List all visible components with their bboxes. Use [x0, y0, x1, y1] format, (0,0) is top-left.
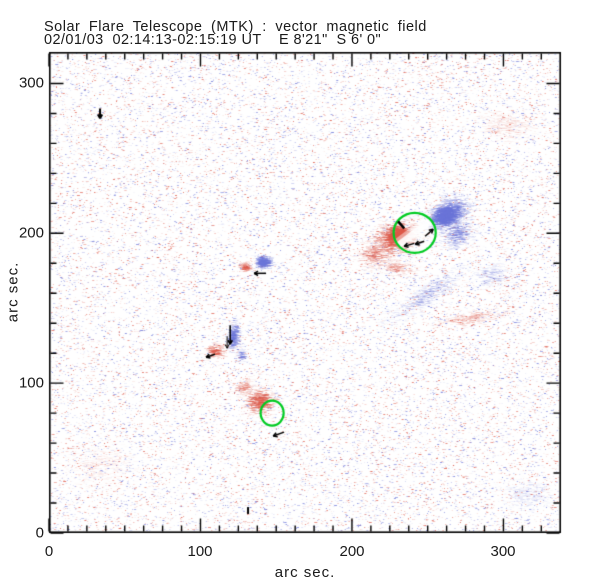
x-axis-title: arc sec. — [274, 564, 336, 581]
x-tick-label-300: 300 — [490, 543, 516, 560]
y-tick-label-0: 0 — [35, 524, 44, 542]
y-tick-label-300: 300 — [18, 74, 44, 92]
y-tick-label-200: 200 — [18, 224, 44, 242]
plot-subtitle: 02/01/03 02:14:13-02:15:19 UT E 8'21" S … — [44, 32, 382, 48]
x-tick-label-0: 0 — [44, 543, 54, 560]
y-tick-label-100: 100 — [18, 374, 44, 392]
plot-title: Solar Flare Telescope (MTK) : vector mag… — [44, 19, 427, 35]
y-axis-title: arc sec. — [4, 261, 22, 323]
x-tick-label-100: 100 — [187, 543, 213, 560]
x-tick-label-200: 200 — [339, 543, 365, 560]
